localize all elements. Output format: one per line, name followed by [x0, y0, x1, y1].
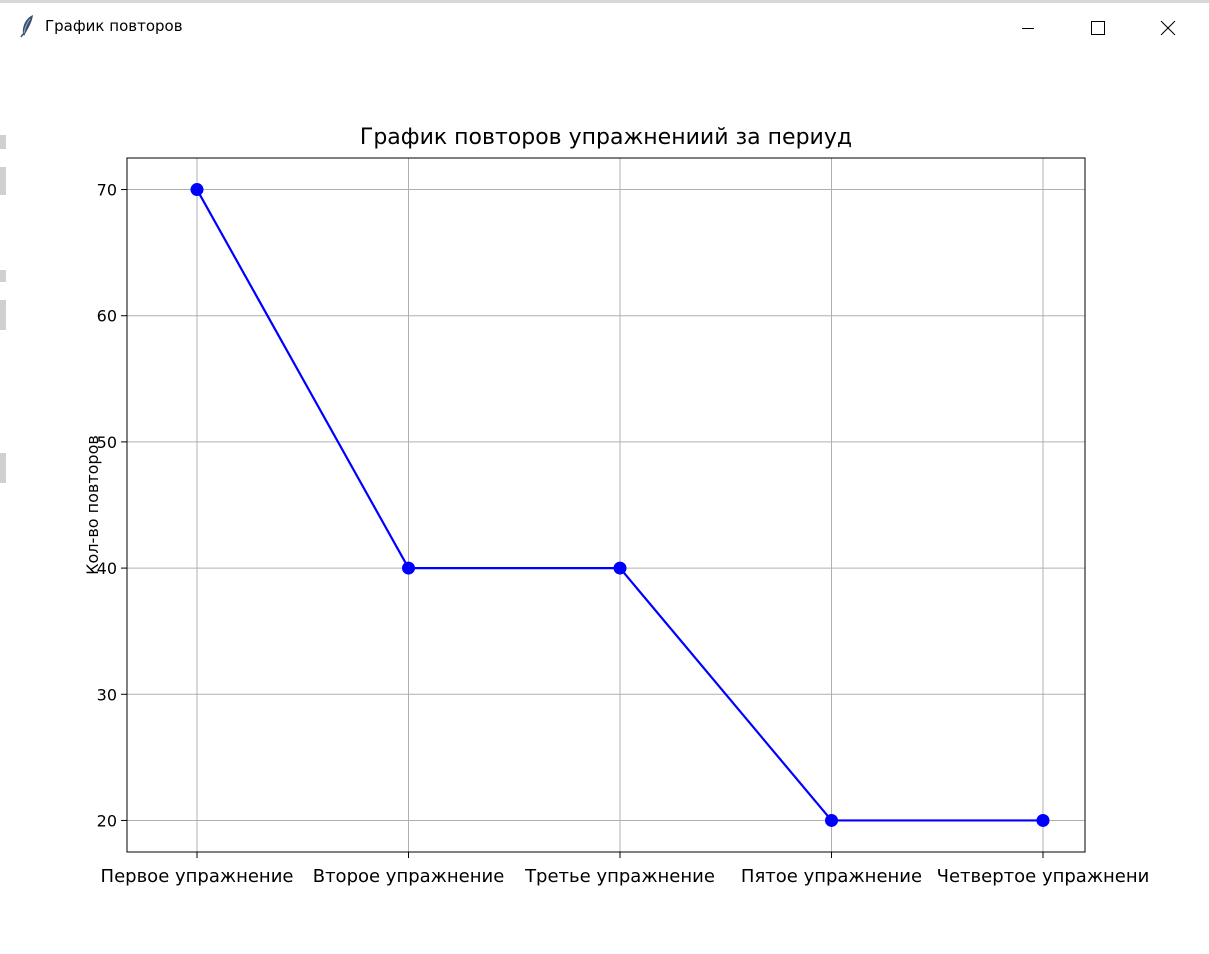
- maximize-icon: [1091, 21, 1105, 35]
- close-icon: [1160, 20, 1176, 36]
- maximize-button[interactable]: [1066, 4, 1130, 52]
- x-tick-label: Третье упражнение: [524, 866, 715, 887]
- x-tick-label: Второе упражнение: [313, 866, 505, 887]
- chart-canvas: 20 30 40 50 60 70 Первое упражнение Второе упра…: [0, 55, 1209, 950]
- window-title: График повторов: [45, 17, 183, 35]
- minimize-button[interactable]: [996, 4, 1060, 52]
- title-bar[interactable]: График повторов: [0, 0, 1209, 55]
- y-tick-label: 30: [97, 685, 117, 704]
- y-tick-label: 20: [97, 811, 117, 830]
- chart-title: График повторов упражнениий за периуд: [360, 125, 852, 150]
- axes-frame: [126, 157, 1086, 853]
- data-point: [402, 561, 415, 575]
- y-tick-label: 50: [97, 433, 117, 452]
- y-tick-label: 60: [97, 307, 117, 326]
- data-point: [613, 561, 627, 575]
- line-chart: 20 30 40 50 60 70 Первое упражнение Второе упра…: [83, 125, 1150, 887]
- plot-area: [127, 158, 1085, 852]
- data-point: [1036, 813, 1050, 827]
- feather-icon: [20, 15, 33, 38]
- x-tick-label: Четвертое упражнени: [937, 866, 1150, 887]
- data-point: [190, 183, 204, 197]
- background-window-edge: [0, 55, 8, 950]
- y-tick-label: 40: [97, 559, 117, 578]
- window-border: [0, 0, 1209, 3]
- minimize-icon: [1022, 28, 1034, 29]
- y-axis-label: Кол-во повторов: [83, 435, 102, 575]
- y-tick-label: 70: [97, 181, 117, 200]
- close-button[interactable]: [1136, 4, 1200, 52]
- x-tick-label: Пятое упражнение: [741, 866, 922, 887]
- data-point: [825, 813, 838, 827]
- x-tick-label: Первое упражнение: [101, 866, 294, 887]
